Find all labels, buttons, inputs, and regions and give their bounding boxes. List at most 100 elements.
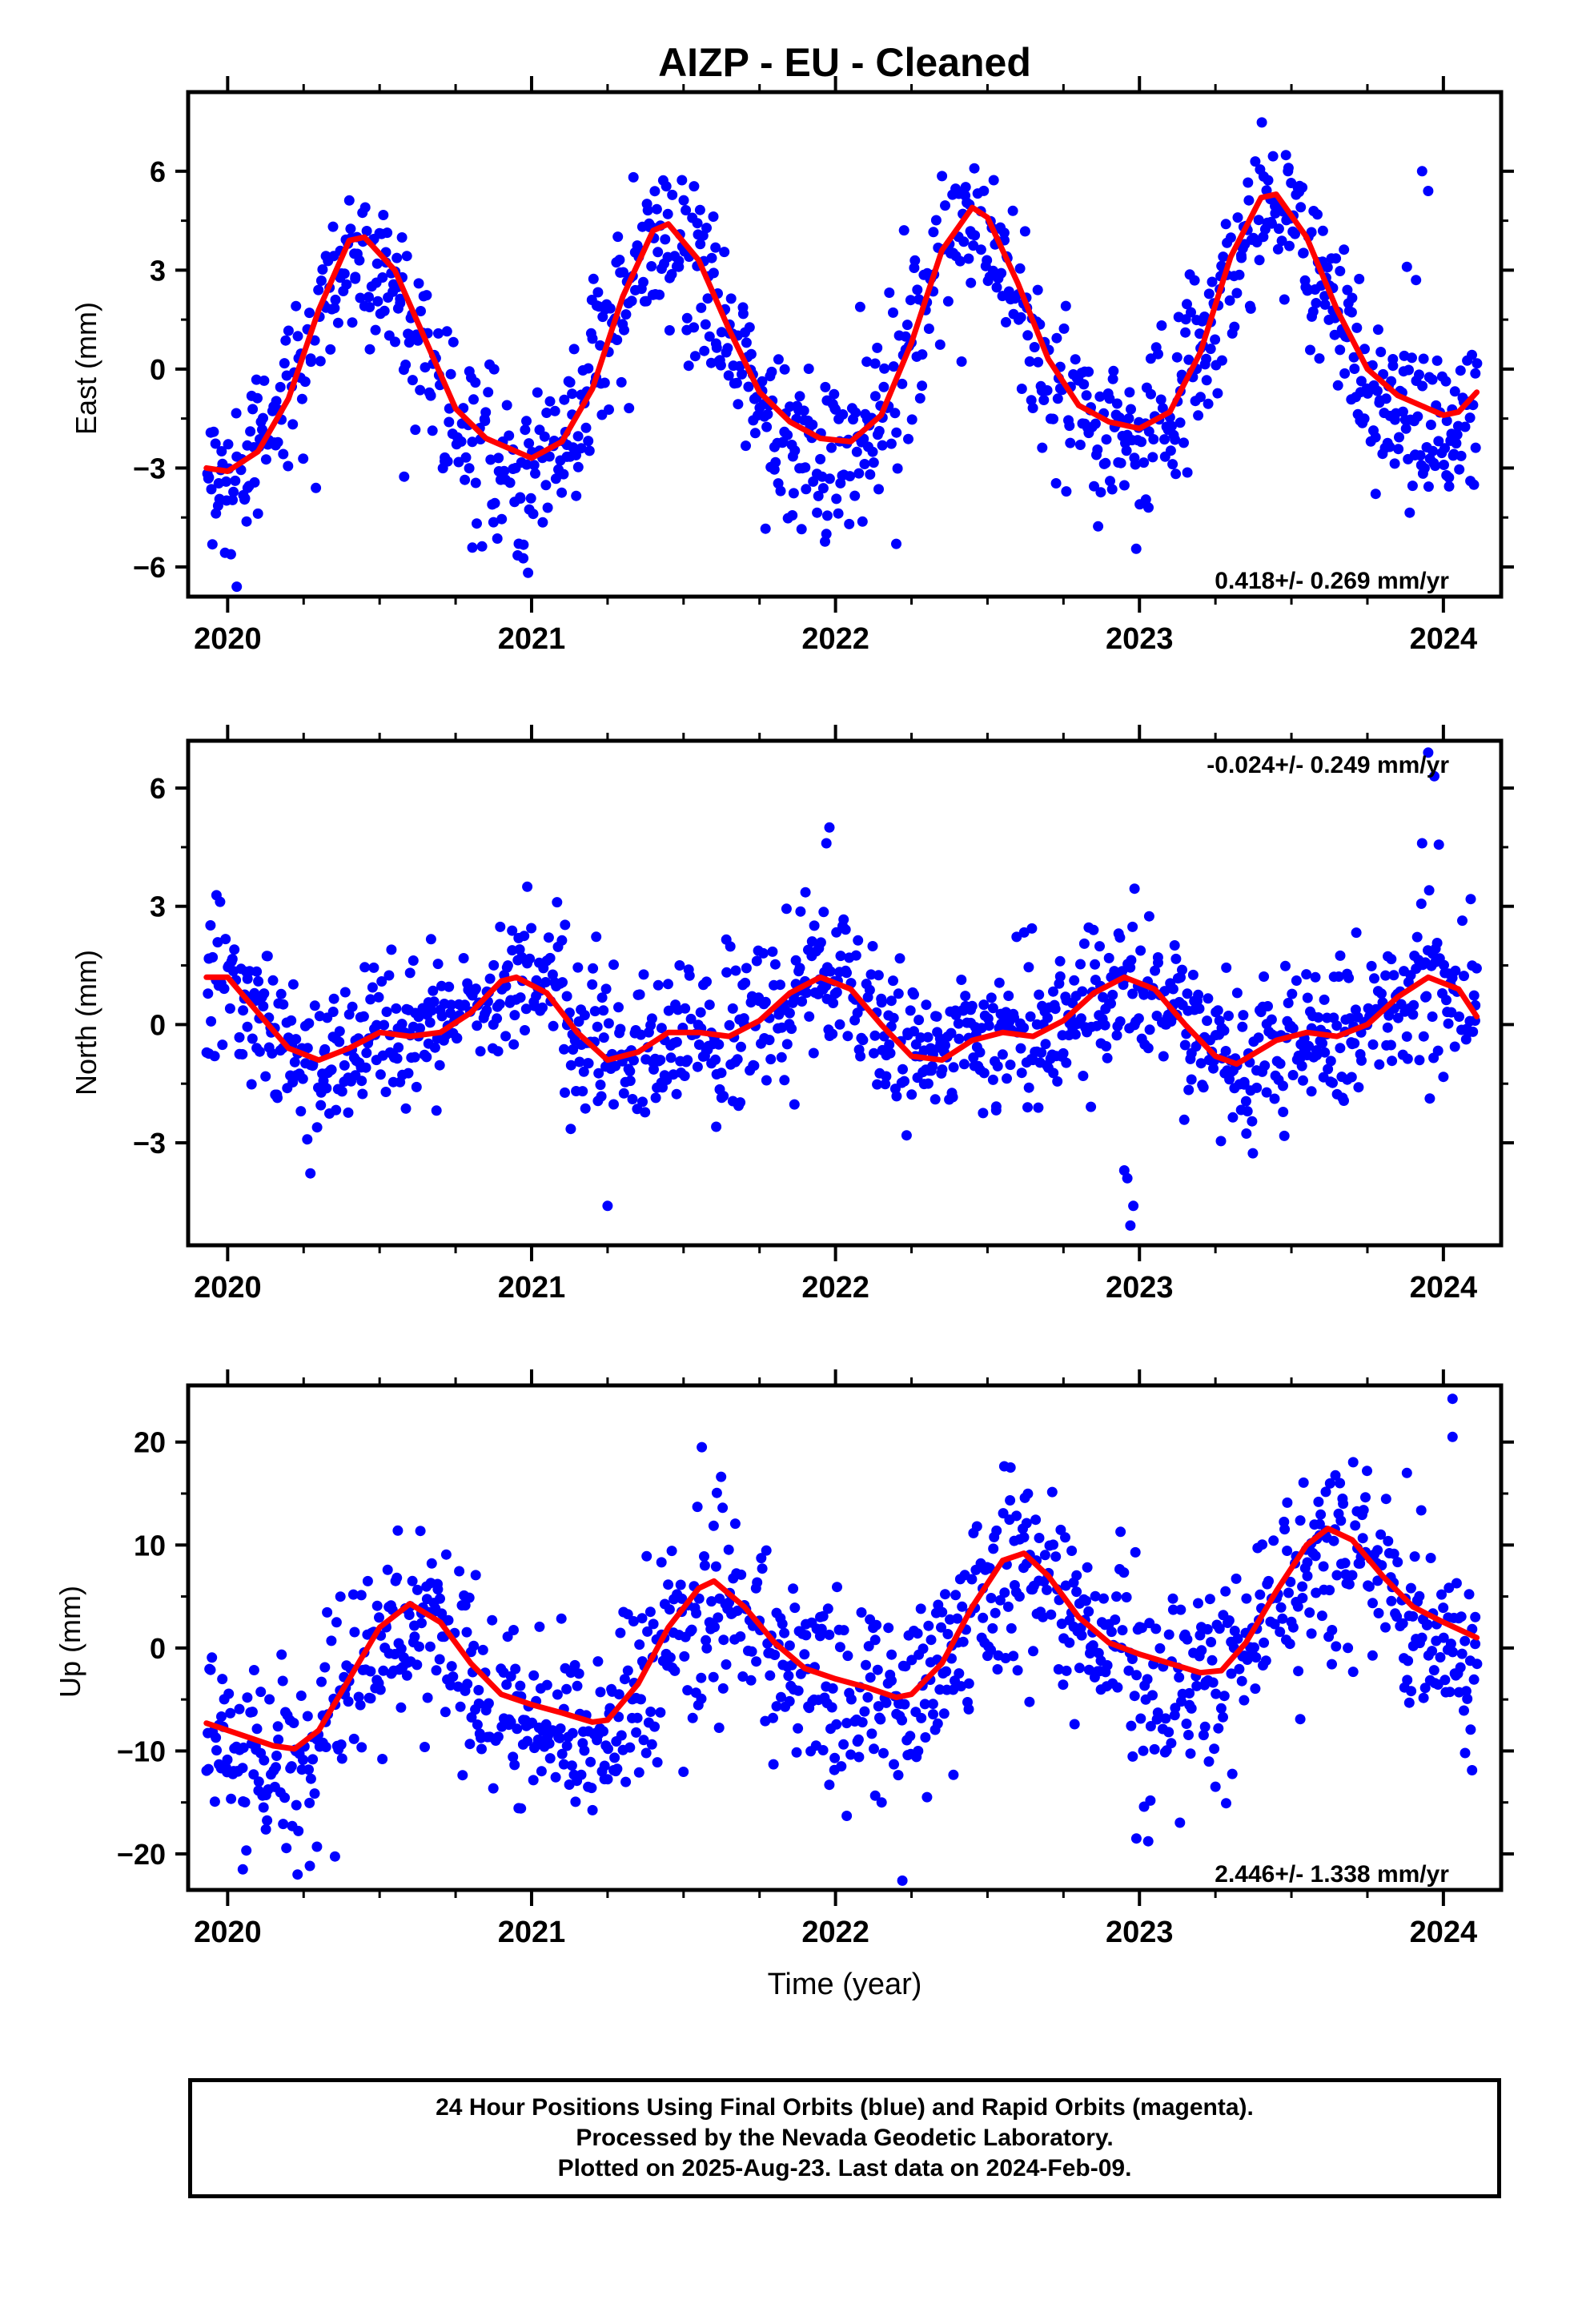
up-point [1175,1604,1186,1615]
x-axis-label: Time (year) [768,1968,922,2001]
north-point [800,887,811,898]
north-point [1127,988,1138,999]
up-point [1372,1545,1383,1556]
up-point [1372,1575,1383,1586]
east-points [202,117,1483,593]
up-point [415,1526,426,1537]
north-point [1287,1070,1299,1080]
north-point [776,1051,787,1063]
east-point [618,267,628,278]
east-outlier-point [231,581,243,593]
east-point [958,236,970,247]
north-point [1418,1031,1429,1042]
up-point [1306,1628,1317,1639]
north-point [818,907,829,918]
north-point [1143,911,1154,922]
east-point [1171,352,1182,363]
east-outlier-point [1416,166,1427,177]
east-point [800,462,811,473]
north-point [1459,971,1469,982]
east-point [1443,480,1455,492]
up-point [1460,1747,1471,1759]
north-point [557,977,568,988]
north-point [436,1011,448,1022]
east-point [329,303,340,314]
east-point [966,277,977,288]
up-point [1350,1520,1361,1531]
up-point [642,1626,653,1637]
east-point [891,427,902,438]
north-point [1385,1039,1396,1051]
up-point [881,1697,892,1708]
east-point [689,181,700,192]
east-point [869,358,881,369]
north-point [978,999,990,1011]
up-point [1465,1724,1476,1735]
up-point [1154,1642,1166,1654]
north-point [1446,1007,1457,1018]
east-point [1050,478,1062,489]
north-point [1153,957,1163,968]
north-point [1259,1060,1271,1072]
east-point [549,405,560,416]
east-point [1182,299,1192,310]
north-point [769,959,781,970]
east-point [1016,384,1027,394]
up-point [693,1593,705,1604]
east-point [873,484,884,495]
up-point [295,1691,307,1701]
up-point [1012,1665,1023,1676]
north-point [608,959,619,971]
east-point [626,296,637,307]
east-point [853,468,865,479]
north-point [446,999,457,1011]
up-point [1311,1587,1322,1598]
up-point [241,1845,252,1856]
north-point [373,991,384,1003]
north-point [507,925,518,936]
north-point [880,1079,891,1090]
up-point [783,1671,794,1682]
north-point [415,1023,425,1034]
north-point [409,1051,420,1063]
east-point [476,541,488,552]
up-point [1375,1529,1387,1540]
east-point [789,445,801,456]
north-point [1061,1057,1072,1068]
up-point [391,1572,403,1583]
north-point [624,1066,636,1077]
east-point [1078,379,1090,390]
north-point [1117,966,1128,977]
east-point [317,264,328,275]
north-point [302,1043,313,1054]
east-point [427,425,438,436]
up-point [1193,1598,1203,1609]
up-point [1126,1654,1138,1664]
north-point [1054,971,1066,982]
north-point [897,1063,908,1075]
east-point [1157,403,1168,414]
up-point [1229,1626,1240,1636]
east-point [278,448,289,460]
north-point [1178,1114,1190,1125]
up-point [271,1751,282,1761]
north-point [1023,1082,1034,1093]
east-point [1148,434,1159,444]
north-point [1042,1012,1053,1023]
east-point [291,300,302,312]
footer-line-1: 24 Hour Positions Using Final Orbits (bl… [436,2094,1254,2121]
up-point [899,1699,910,1710]
up-point [745,1675,757,1686]
east-point [1047,413,1058,424]
up-point [905,1731,916,1742]
north-point [608,1099,619,1110]
up-point [789,1602,801,1614]
up-point [603,1743,613,1755]
east-point [583,363,594,374]
east-point [315,356,326,367]
up-point [761,1545,772,1556]
east-point [704,331,715,342]
up-point [701,1642,713,1654]
up-point [251,1723,263,1735]
